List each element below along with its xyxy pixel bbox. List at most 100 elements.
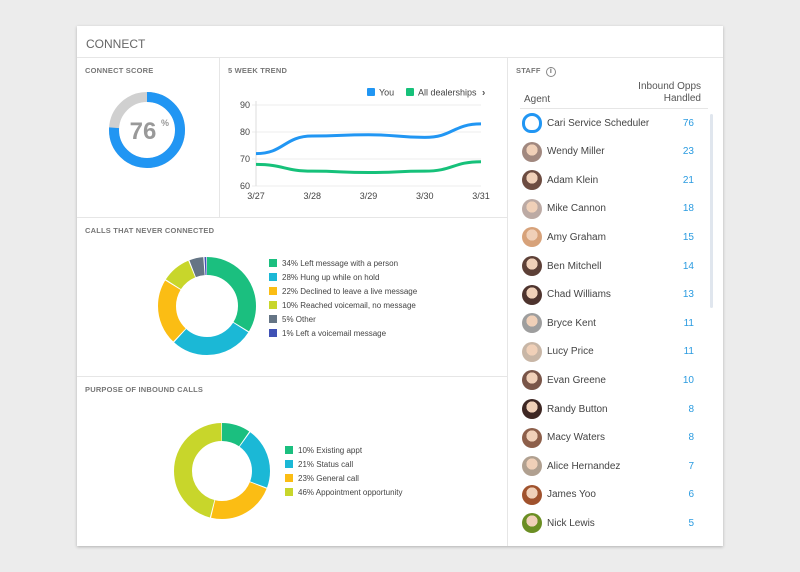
staff-row[interactable]: Amy Graham 15 bbox=[522, 225, 700, 249]
staff-row[interactable]: Wendy Miller 23 bbox=[522, 140, 700, 164]
donut-slice-0[interactable] bbox=[158, 257, 256, 355]
staff-row[interactable]: Mike Cannon 18 bbox=[522, 197, 700, 221]
donut-slice-3[interactable] bbox=[174, 423, 270, 519]
opps-count: 21 bbox=[682, 174, 694, 186]
y-tick-label: 60 bbox=[240, 181, 250, 191]
calls-donut bbox=[158, 257, 256, 355]
legend-item[interactable]: 46% Appointment opportunity bbox=[285, 485, 403, 499]
col-opps[interactable]: Inbound Opps Handled bbox=[638, 81, 701, 105]
staff-row[interactable]: Evan Greene 10 bbox=[522, 368, 700, 392]
col-opps-line1: Inbound Opps bbox=[638, 81, 701, 92]
staff-row[interactable]: James Yoo 6 bbox=[522, 483, 700, 507]
avatar bbox=[522, 284, 542, 305]
opps-count: 15 bbox=[682, 231, 694, 243]
avatar bbox=[522, 370, 542, 391]
legend-item[interactable]: 21% Status call bbox=[285, 457, 403, 471]
headset-bot-icon bbox=[522, 113, 542, 133]
legend-item[interactable]: 10% Reached voicemail, no message bbox=[269, 298, 417, 312]
header-divider bbox=[520, 108, 708, 109]
staff-row[interactable]: Macy Waters 8 bbox=[522, 426, 700, 450]
calls-title: CALLS THAT NEVER CONNECTED bbox=[85, 226, 215, 235]
donut-slice-2[interactable] bbox=[174, 423, 270, 519]
avatar bbox=[522, 456, 542, 477]
legend-swatch bbox=[285, 474, 293, 482]
staff-title-text: STAFF bbox=[516, 66, 541, 75]
purpose-panel: PURPOSE OF INBOUND CALLS 10% Existing ap… bbox=[77, 377, 507, 546]
calls-legend: 34% Left message with a person 28% Hung u… bbox=[269, 256, 417, 340]
opps-count: 5 bbox=[688, 517, 694, 529]
staff-row[interactable]: Adam Klein 21 bbox=[522, 168, 700, 192]
legend-label[interactable]: All dealerships bbox=[418, 88, 477, 98]
agent-name: Lucy Price bbox=[547, 346, 594, 358]
agent-name: Mike Cannon bbox=[547, 203, 606, 215]
agent-name: Ben Mitchell bbox=[547, 260, 602, 272]
card-title: CONNECT bbox=[77, 26, 723, 58]
staff-row[interactable]: Randy Button 8 bbox=[522, 397, 700, 421]
staff-title: STAFF i bbox=[516, 66, 556, 77]
legend-swatch bbox=[269, 259, 277, 267]
avatar bbox=[522, 227, 542, 248]
x-tick-label: 3/29 bbox=[360, 191, 378, 201]
info-icon[interactable]: i bbox=[545, 67, 556, 77]
legend-label: 23% General call bbox=[298, 473, 359, 483]
donut-slice-1[interactable] bbox=[158, 257, 256, 355]
legend-swatch bbox=[406, 88, 414, 96]
staff-row[interactable]: Bryce Kent 11 bbox=[522, 311, 700, 335]
donut-slice-1[interactable] bbox=[174, 423, 270, 519]
avatar bbox=[522, 198, 542, 219]
legend-label[interactable]: You bbox=[379, 88, 394, 98]
col-agent[interactable]: Agent bbox=[524, 94, 551, 105]
agent-name: Macy Waters bbox=[547, 432, 605, 444]
opps-count: 11 bbox=[683, 346, 694, 358]
connect-score-panel: CONNECT SCORE 76 % bbox=[77, 58, 220, 218]
trend-chart: 60 70 80 90 3/27 3/28 3/29 3/30 3/31 You All deale… bbox=[240, 88, 490, 202]
opps-count: 23 bbox=[682, 146, 694, 158]
x-tick-label: 3/28 bbox=[303, 191, 321, 201]
legend-item[interactable]: 28% Hung up while on hold bbox=[269, 270, 417, 284]
connect-score-title: CONNECT SCORE bbox=[85, 66, 154, 75]
legend-item[interactable]: 22% Declined to leave a live message bbox=[269, 284, 417, 298]
agent-name: James Yoo bbox=[547, 489, 596, 501]
legend-item[interactable]: 10% Existing appt bbox=[285, 443, 403, 457]
y-tick-label: 90 bbox=[240, 100, 250, 110]
donut-slice-2[interactable] bbox=[158, 257, 256, 355]
legend-label: 46% Appointment opportunity bbox=[298, 487, 403, 497]
legend-item[interactable]: 23% General call bbox=[285, 471, 403, 485]
legend-item[interactable]: 1% Left a voicemail message bbox=[269, 326, 417, 340]
agent-name: Nick Lewis bbox=[547, 517, 595, 529]
staff-row[interactable]: Chad Williams 13 bbox=[522, 283, 700, 307]
legend-item[interactable]: 34% Left message with a person bbox=[269, 256, 417, 270]
staff-row[interactable]: Cari Service Scheduler 76 bbox=[522, 111, 700, 135]
opps-count: 14 bbox=[682, 260, 694, 272]
opps-count: 8 bbox=[688, 403, 694, 415]
avatar bbox=[522, 313, 542, 334]
legend-swatch bbox=[269, 301, 277, 309]
x-tick-label: 3/30 bbox=[416, 191, 434, 201]
trend-title: 5 WEEK TREND bbox=[228, 66, 288, 75]
purpose-donut bbox=[174, 423, 270, 519]
connect-score-gauge: 76 % bbox=[109, 92, 185, 168]
staff-row[interactable]: Lucy Price 11 bbox=[522, 340, 700, 364]
scrollbar[interactable] bbox=[710, 114, 713, 308]
donut-slice-0[interactable] bbox=[174, 423, 270, 519]
avatar bbox=[522, 141, 542, 162]
agent-name: Amy Graham bbox=[547, 231, 606, 243]
legend-label: 1% Left a voicemail message bbox=[282, 328, 387, 338]
y-tick-label: 80 bbox=[240, 127, 250, 137]
staff-panel: STAFF i Agent Inbound Opps Handled Cari S… bbox=[507, 58, 723, 546]
calls-panel: CALLS THAT NEVER CONNECTED 34% Left mess… bbox=[77, 218, 507, 377]
legend-next-arrow[interactable]: › bbox=[482, 88, 485, 99]
opps-count: 7 bbox=[688, 460, 694, 472]
staff-row[interactable]: Alice Hernandez 7 bbox=[522, 454, 700, 478]
agent-name: Bryce Kent bbox=[547, 317, 596, 329]
series-line-1 bbox=[255, 160, 482, 175]
purpose-title: PURPOSE OF INBOUND CALLS bbox=[85, 385, 204, 394]
x-tick-label: 3/31 bbox=[472, 191, 490, 201]
staff-row[interactable]: Ben Mitchell 14 bbox=[522, 254, 700, 278]
legend-swatch bbox=[269, 273, 277, 281]
staff-row[interactable]: Nick Lewis 5 bbox=[522, 511, 700, 535]
opps-count: 8 bbox=[688, 432, 694, 444]
avatar bbox=[522, 170, 542, 191]
legend-item[interactable]: 5% Other bbox=[269, 312, 417, 326]
agent-name: Wendy Miller bbox=[547, 146, 605, 158]
